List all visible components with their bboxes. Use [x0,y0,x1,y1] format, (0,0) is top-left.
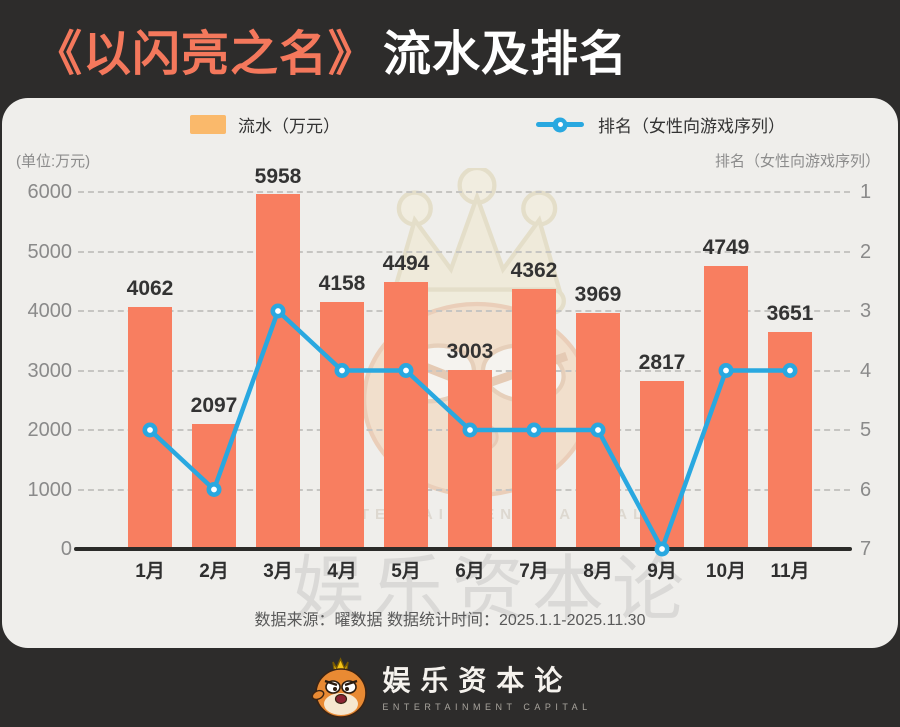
x-label-10月: 10月 [705,561,747,582]
gridline [78,191,850,193]
plot-area: 4062 2097 5958 4158 4494 3003 4362 3969 2817 4749… [74,165,852,557]
right-tick-1: 1 [860,181,872,203]
x-label-2月: 2月 [199,561,229,582]
x-label-4月: 4月 [327,561,357,582]
legend-item-rank: 排名（女性向游戏序列） [536,112,785,137]
x-label-5月: 5月 [391,561,421,582]
right-tick-4: 4 [860,359,872,382]
x-axis-line [74,547,852,551]
title-game-name: 《以闪亮之名》 [34,28,378,81]
left-tick-4000: 4000 [27,300,73,322]
bar-value-label: 4062 [126,277,174,301]
bar-value-label: 2817 [638,351,686,375]
x-label-1月: 1月 [135,561,165,582]
footer-brand: 娱乐资本论 ENTERTAINMENT CAPITAL [0,650,900,720]
brand-name-cn: 娱乐资本论 [382,663,573,697]
data-source-note: 数据来源：曜数据 数据统计时间：2025.1.1-2025.11.30 [254,612,646,629]
right-tick-7: 7 [860,538,872,560]
brand-name-en: ENTERTAINMENT CAPITAL [382,701,592,712]
gridline [78,310,850,312]
bar-5月 [384,281,428,549]
rank-line [142,303,798,557]
left-tick-6000: 6000 [27,181,73,203]
x-label-7月: 7月 [519,561,549,582]
legend-revenue-label: 流水（万元） [238,117,340,136]
bar-4月 [320,301,364,549]
right-tick-6: 6 [860,478,872,501]
bar-value-label: 3003 [446,340,494,364]
left-tick-0: 0 [60,538,72,560]
bar-value-label: 2097 [190,394,238,418]
gridline [78,250,850,253]
watermark-brand-cn: 娱乐资本论 [292,547,693,631]
x-axis-labels: 1月 2月 3月 4月 5月 6月 7月 8月 9月 10月 11月 [82,556,848,586]
bar-7月 [512,289,556,549]
left-axis-unit: (单位:万元) [16,153,91,170]
bar-value-label: 3969 [574,282,622,306]
right-tick-3: 3 [860,300,872,322]
right-tick-2: 2 [860,240,872,263]
left-tick-1000: 1000 [27,478,73,501]
right-tick-5: 5 [860,419,872,441]
bar-value-label: 4362 [510,259,558,283]
left-tick-2000: 2000 [27,419,73,441]
bar-3月 [256,194,300,549]
x-label-8月: 8月 [583,561,613,582]
bar-value-label: 4494 [382,251,430,275]
line-marker-icon [536,117,584,132]
bar-value-label: 5958 [254,164,302,188]
x-label-9月: 9月 [647,561,677,582]
bar-value-label: 4158 [318,271,366,295]
brand-text: 娱乐资本论 ENTERTAINMENT CAPITAL [382,659,591,712]
x-label-3月: 3月 [263,561,293,582]
left-tick-3000: 3000 [27,359,73,382]
legend-rank-label: 排名（女性向游戏序列） [598,117,785,136]
page-title: 《以闪亮之名》 流水及排名 [34,14,628,84]
legend-item-revenue: 流水（万元） [190,112,340,137]
title-suffix: 流水及排名 [383,28,629,81]
x-label-6月: 6月 [455,561,485,582]
bar-swatch-icon [190,115,226,134]
bar-6月 [448,370,492,549]
x-label-11月: 11月 [770,561,810,582]
chart-card: ENTERTAINMENT CAPITAL 娱乐资本论 流水（万元） 排名（女性… [2,98,898,648]
bar-value-label: 4749 [702,236,750,260]
right-axis-unit: 排名（女性向游戏序列） [714,153,880,170]
brand-mascot-icon [311,657,368,718]
bar-value-label: 3651 [766,301,814,325]
left-tick-5000: 5000 [27,240,73,263]
